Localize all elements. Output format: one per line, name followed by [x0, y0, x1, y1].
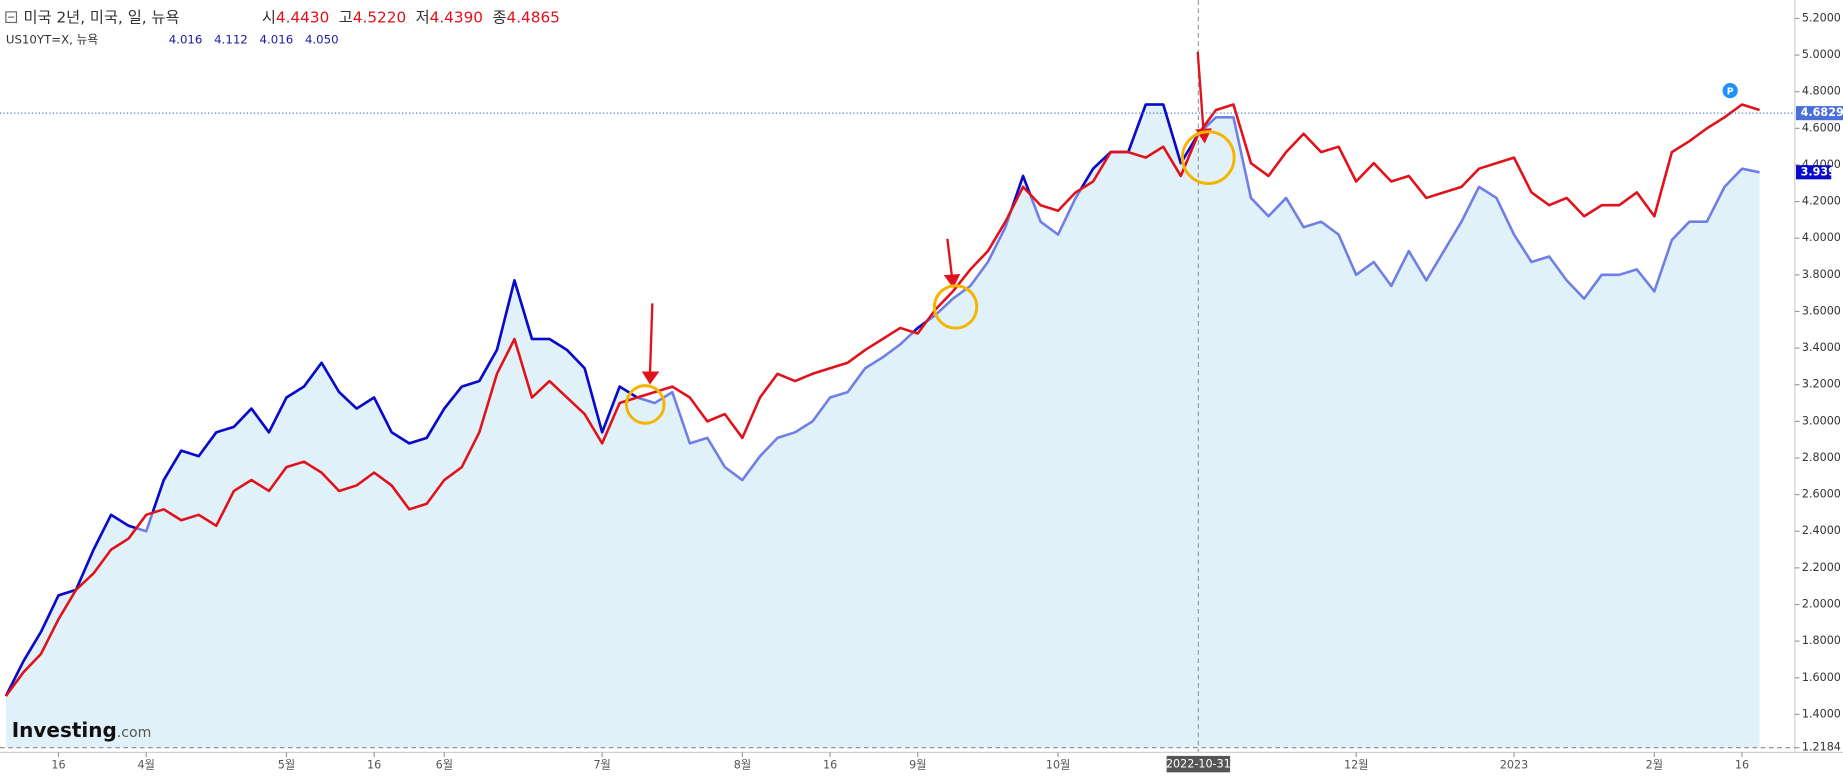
ohlc-value: 4.5220	[353, 8, 406, 26]
ohlc-key: 종	[492, 8, 506, 26]
series-name: US10YT=X, 뉴욕	[6, 33, 99, 47]
y-tick-label: 1.6000	[1802, 671, 1841, 684]
price-tag	[1795, 165, 1832, 180]
x-tick-label: 7월	[593, 758, 610, 771]
y-tick-label: 4.8000	[1802, 85, 1841, 98]
plot-area	[0, 0, 1795, 753]
x-tick-label: 12월	[1344, 758, 1368, 771]
ohlc-key: 저	[416, 8, 430, 26]
price-tag-label: 3.939	[1801, 165, 1837, 178]
series-name: 미국 2년, 미국, 일, 뉴욕	[24, 8, 180, 26]
x-tick-label: 16	[1735, 758, 1749, 771]
ohlc-value: 4.4430	[276, 8, 329, 26]
ohlc-key: 시	[262, 8, 276, 26]
y-tick-label: 1.8000	[1802, 634, 1841, 647]
x-tick-label: 16	[367, 758, 381, 771]
x-tick-label: 10월	[1046, 758, 1070, 771]
highlight-circle	[1180, 130, 1236, 185]
y-tick-label: 3.4000	[1802, 341, 1841, 354]
ohlc-value: 4.112	[214, 33, 248, 47]
x-tick-label: 4월	[137, 758, 154, 771]
watermark-suffix: .com	[117, 725, 152, 741]
ohlc-value: 4.016	[260, 33, 294, 47]
ohlc-value: 4.050	[305, 33, 339, 47]
series-header: US10YT=X, 뉴욕 4.016 4.112 4.016 4.050	[6, 33, 339, 47]
y-tick-label: 1.4000	[1802, 707, 1841, 720]
line	[4, 103, 1760, 697]
x-tick-label: 2월	[1646, 758, 1663, 771]
arrow	[946, 238, 954, 278]
highlight-circle	[625, 384, 666, 425]
x-tick-label: 2022-10-31	[1166, 758, 1231, 771]
x-tick-label: 16	[823, 758, 837, 771]
collapse-icon	[5, 11, 18, 24]
y-tick-label: 4.2000	[1802, 195, 1841, 208]
badge	[1722, 82, 1738, 99]
area	[5, 104, 1760, 748]
y-tick-label: 2.6000	[1802, 488, 1841, 501]
badge-label: P	[1727, 86, 1734, 97]
price-tag-label: 4.6829	[1801, 106, 1843, 119]
price-tag	[1795, 106, 1843, 121]
y-tick-label: 5.0000	[1802, 48, 1841, 61]
legend: 미국 2년, 미국, 일, 뉴욕 시4.4430 고4.5220 저4.4390 종4.…	[5, 8, 560, 47]
x-tick-label: 16	[51, 758, 65, 771]
y-tick-label: 4.0000	[1802, 231, 1841, 244]
y-tick-label: 2.2000	[1802, 561, 1841, 574]
y-tick-label: 2.0000	[1802, 598, 1841, 611]
y-tick-label: 4.6000	[1802, 121, 1841, 134]
y-tick-label: 1.2184	[1802, 741, 1841, 754]
highlight-circle	[932, 284, 979, 330]
axis-panel	[1794, 0, 1843, 776]
arrow	[648, 303, 654, 374]
x-tick-label: 6월	[436, 758, 453, 771]
ohlc-value: 4.016	[169, 33, 203, 47]
x-tick-label: 2023	[1500, 758, 1528, 771]
ohlc-value: 4.4390	[430, 8, 483, 26]
y-tick-label: 3.0000	[1802, 414, 1841, 427]
arrow	[1196, 51, 1205, 132]
watermark: Investing.com	[12, 718, 152, 742]
arrow-head	[641, 371, 660, 385]
x-tick-label: 5월	[278, 758, 295, 771]
y-tick-label: 3.6000	[1802, 304, 1841, 317]
crosshair-box	[1166, 755, 1231, 773]
watermark: Investing.com	[12, 718, 152, 742]
y-tick-label: 5.2000	[1802, 11, 1841, 24]
y-tick-label: 2.4000	[1802, 524, 1841, 537]
series-header: 미국 2년, 미국, 일, 뉴욕 시4.4430 고4.5220 저4.4390 종4.…	[24, 8, 560, 26]
annotations	[625, 51, 1236, 425]
x-tick-label: 8월	[734, 758, 751, 771]
ohlc-key: 고	[339, 8, 353, 26]
y-tick-label: 3.2000	[1802, 378, 1841, 391]
y-tick-label: 2.8000	[1802, 451, 1841, 464]
watermark-brand: Investing	[12, 718, 117, 742]
arrow-head	[943, 273, 961, 289]
ohlc-value: 4.4865	[506, 8, 559, 26]
x-tick-label: 9월	[909, 758, 926, 771]
y-tick-label: 3.8000	[1802, 268, 1841, 281]
